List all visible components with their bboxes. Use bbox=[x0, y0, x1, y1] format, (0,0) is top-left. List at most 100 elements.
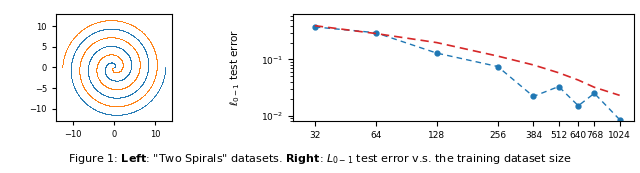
Point bbox=[99, 84, 109, 86]
Point bbox=[104, 76, 114, 79]
Point bbox=[119, 95, 129, 98]
Point bbox=[100, 73, 111, 76]
Point bbox=[63, 44, 74, 47]
Point bbox=[75, 62, 85, 64]
Point bbox=[145, 100, 155, 103]
Point bbox=[106, 61, 116, 64]
Point bbox=[108, 67, 118, 70]
Point bbox=[100, 45, 110, 48]
Point bbox=[88, 53, 99, 56]
Point bbox=[108, 70, 118, 73]
Point bbox=[134, 63, 145, 66]
Point bbox=[110, 88, 120, 90]
Point bbox=[128, 110, 138, 113]
Point bbox=[79, 87, 90, 90]
Point bbox=[108, 70, 118, 73]
Point bbox=[108, 66, 118, 69]
Point bbox=[106, 44, 116, 47]
Point bbox=[134, 86, 145, 89]
Point bbox=[88, 107, 98, 110]
Point bbox=[108, 66, 118, 69]
Point bbox=[103, 86, 113, 89]
Point bbox=[104, 62, 114, 64]
Point bbox=[143, 101, 154, 104]
Point bbox=[148, 81, 158, 84]
Point bbox=[113, 79, 124, 82]
Point bbox=[100, 85, 111, 88]
Point bbox=[126, 63, 136, 66]
Point bbox=[92, 64, 102, 67]
Point bbox=[85, 58, 95, 61]
Point bbox=[107, 105, 117, 107]
Point bbox=[106, 61, 116, 64]
Point bbox=[113, 46, 124, 49]
Point bbox=[109, 45, 120, 47]
Point bbox=[85, 33, 95, 36]
Point bbox=[92, 63, 102, 66]
Point bbox=[67, 81, 77, 84]
Point bbox=[134, 61, 145, 64]
Point bbox=[150, 75, 161, 78]
Point bbox=[134, 57, 144, 60]
Point bbox=[109, 62, 119, 65]
Point bbox=[143, 56, 153, 59]
Point bbox=[107, 61, 117, 64]
Point bbox=[124, 42, 134, 45]
Point bbox=[100, 68, 110, 71]
Point bbox=[110, 64, 120, 67]
Point bbox=[120, 50, 131, 53]
Point bbox=[77, 82, 87, 85]
Point bbox=[68, 83, 78, 86]
Point bbox=[100, 67, 110, 70]
Point bbox=[124, 72, 134, 75]
Point bbox=[151, 56, 161, 59]
Point bbox=[124, 94, 134, 96]
Point bbox=[141, 54, 152, 56]
Point bbox=[118, 63, 128, 66]
Point bbox=[114, 28, 124, 31]
Point bbox=[100, 69, 110, 71]
Point bbox=[99, 55, 109, 58]
Point bbox=[100, 68, 110, 71]
Point bbox=[138, 105, 148, 108]
Point bbox=[123, 112, 133, 115]
Point bbox=[133, 98, 143, 101]
Point bbox=[110, 88, 120, 90]
Point bbox=[125, 102, 135, 105]
Point bbox=[134, 60, 145, 63]
Point bbox=[76, 78, 86, 81]
Point bbox=[104, 53, 114, 56]
Point bbox=[85, 44, 95, 47]
Point bbox=[97, 82, 107, 84]
Point bbox=[140, 47, 150, 50]
Point bbox=[150, 93, 161, 96]
Point bbox=[110, 63, 120, 66]
Point bbox=[131, 78, 141, 80]
Point bbox=[122, 75, 132, 77]
Point bbox=[105, 61, 115, 64]
Point bbox=[102, 53, 113, 56]
Point bbox=[104, 76, 114, 79]
Point bbox=[92, 73, 102, 75]
Point bbox=[115, 70, 125, 72]
Point bbox=[117, 67, 127, 69]
Point bbox=[110, 45, 120, 48]
Point bbox=[123, 41, 133, 44]
Point bbox=[123, 53, 133, 56]
Point bbox=[68, 38, 78, 40]
Point bbox=[94, 91, 104, 94]
Point bbox=[125, 68, 136, 71]
Point bbox=[115, 46, 125, 49]
Point bbox=[75, 30, 85, 33]
Point bbox=[121, 75, 131, 78]
Point bbox=[134, 62, 145, 64]
Point bbox=[108, 67, 118, 69]
Point bbox=[128, 101, 138, 104]
Point bbox=[102, 75, 112, 78]
Point bbox=[126, 64, 136, 67]
Point bbox=[125, 60, 136, 63]
Point bbox=[125, 83, 135, 86]
Point bbox=[97, 111, 108, 114]
Point bbox=[111, 71, 121, 74]
Point bbox=[108, 70, 118, 73]
